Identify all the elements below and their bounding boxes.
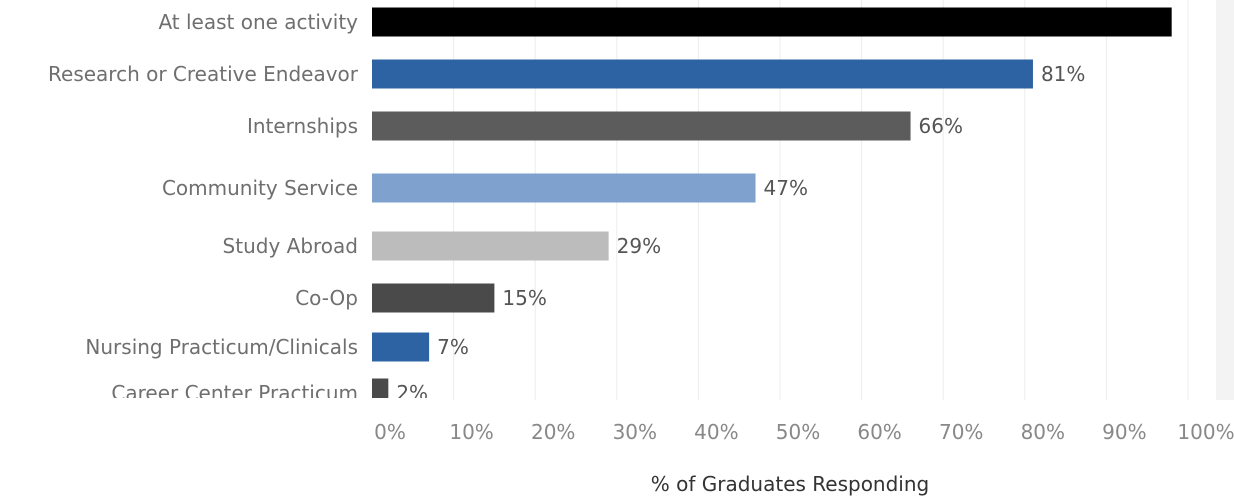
category-label: Internships <box>247 114 358 138</box>
bar <box>372 7 1172 37</box>
bar <box>372 173 756 203</box>
x-tick-label: 60% <box>857 420 901 444</box>
x-tick-label: 90% <box>1102 420 1146 444</box>
bar <box>372 111 911 141</box>
category-label: Study Abroad <box>223 234 358 258</box>
x-tick-label: 50% <box>776 420 820 444</box>
category-label: At least one activity <box>158 10 358 34</box>
x-axis-ticks: 0% 10% 20% 30% 40% 50% 60% 70% 80% 90% 100% <box>374 420 1234 444</box>
data-label: 81% <box>1041 62 1085 86</box>
x-tick-label: 40% <box>694 420 738 444</box>
category-labels: At least one activity Research or Creativ… <box>48 10 359 405</box>
x-tick-label: 10% <box>449 420 493 444</box>
bar <box>372 332 430 362</box>
x-tick-label: 80% <box>1021 420 1065 444</box>
x-tick-label: 20% <box>531 420 575 444</box>
x-tick-label: 70% <box>939 420 983 444</box>
bar <box>372 231 609 261</box>
x-tick-label: 30% <box>613 420 657 444</box>
bars: 81% 66% 47% 29% 15% 7% 2% <box>372 7 1172 405</box>
x-tick-label: 100% <box>1177 420 1234 444</box>
x-axis-title: % of Graduates Responding <box>651 472 929 496</box>
category-label: Research or Creative Endeavor <box>48 62 359 86</box>
category-label: Career Center Practicum <box>111 381 358 405</box>
data-label: 2% <box>396 381 428 405</box>
bar <box>372 283 495 313</box>
plot-edge-strip <box>1216 0 1234 400</box>
x-tick-label: 0% <box>374 420 406 444</box>
category-label: Nursing Practicum/Clinicals <box>85 335 358 359</box>
data-label: 7% <box>437 335 469 359</box>
data-label: 15% <box>502 286 546 310</box>
category-label: Community Service <box>162 176 358 200</box>
bar <box>372 378 389 398</box>
data-label: 66% <box>919 114 963 138</box>
data-label: 29% <box>617 234 661 258</box>
bar <box>372 59 1033 89</box>
category-label: Co-Op <box>295 286 358 310</box>
data-label: 47% <box>764 176 808 200</box>
